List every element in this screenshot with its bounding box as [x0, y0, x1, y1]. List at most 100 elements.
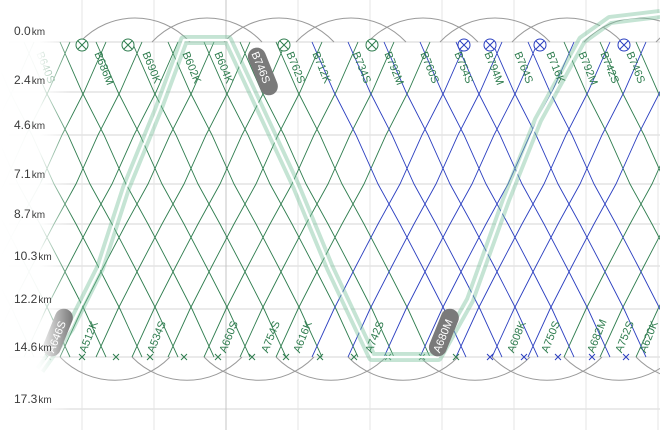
station-marker	[123, 40, 133, 50]
train-path-down[interactable]	[203, 41, 359, 358]
train-path-up[interactable]	[95, 41, 251, 358]
train-path-down[interactable]	[563, 41, 660, 357]
train-label-top[interactable]: B746S	[624, 50, 647, 85]
train-path-up[interactable]	[0, 41, 35, 357]
train-label-text: A616K	[291, 319, 315, 355]
train-path-down[interactable]	[0, 42, 71, 358]
station-marker	[520, 353, 528, 361]
train-path-down[interactable]	[599, 41, 660, 357]
train-path-up[interactable]	[0, 41, 107, 357]
turnaround-arc	[275, 356, 387, 381]
turnaround-arc	[439, 17, 551, 43]
train-label-top[interactable]: B742S	[598, 50, 621, 85]
train-path-up[interactable]	[563, 42, 660, 358]
train-path-down[interactable]	[23, 41, 179, 358]
train-path-down[interactable]	[491, 41, 647, 358]
train-label-text: B602K	[180, 50, 204, 86]
train-label-text: B746S	[624, 50, 647, 85]
train-path-up[interactable]	[599, 42, 660, 358]
train-path-down[interactable]	[347, 41, 503, 358]
green-train-paths[interactable]	[0, 41, 660, 358]
train-path-down[interactable]	[635, 41, 660, 357]
distance-label: 2.4km	[14, 73, 46, 87]
train-label-text: B792M	[576, 50, 600, 87]
blue-train-paths[interactable]	[311, 41, 660, 358]
train-label-top[interactable]: B734S	[350, 50, 373, 85]
station-marker	[367, 40, 377, 50]
train-label-text: A608K	[505, 319, 529, 355]
train-path-down[interactable]	[0, 42, 35, 358]
train-label-bottom[interactable]: A620K	[637, 319, 660, 355]
train-label-top[interactable]: B686M	[92, 50, 116, 87]
turnaround-arc	[583, 17, 660, 43]
selected-train-line[interactable]	[39, 12, 660, 371]
train-path-up[interactable]	[527, 42, 660, 358]
distance-label: 4.6km	[14, 118, 46, 132]
train-path-up[interactable]	[167, 41, 323, 358]
train-path-down[interactable]	[455, 41, 611, 358]
station-marker	[248, 353, 256, 361]
turnaround-arc	[635, 356, 660, 375]
train-label-top[interactable]: B712K	[310, 50, 334, 86]
train-path-up[interactable]	[383, 41, 539, 358]
train-path-up[interactable]	[0, 41, 71, 357]
train-path-up[interactable]	[311, 41, 467, 358]
train-path-down[interactable]	[311, 41, 467, 358]
station-marker	[180, 353, 188, 361]
train-label-text: A512K	[77, 319, 101, 355]
train-path-up[interactable]	[455, 41, 611, 358]
train-path-up[interactable]	[347, 41, 503, 358]
station-marker	[282, 353, 290, 361]
distance-label: 0.0km	[14, 24, 46, 38]
train-label-bottom[interactable]: A534S	[145, 320, 168, 355]
train-path-up[interactable]	[239, 41, 395, 358]
station-marker	[588, 353, 596, 361]
train-label-top[interactable]: B764S	[512, 50, 535, 85]
turnaround-arc	[367, 17, 479, 43]
train-label-bottom[interactable]: A512K	[77, 319, 101, 355]
station-marker	[459, 40, 469, 50]
station-marker	[279, 40, 289, 50]
train-path-up[interactable]	[203, 41, 359, 358]
distance-label: 7.1km	[14, 167, 46, 181]
train-path-up[interactable]	[275, 41, 431, 358]
turnaround-arc	[491, 356, 603, 381]
turnaround-arc	[419, 356, 531, 381]
station-marker	[452, 353, 460, 361]
train-label-top[interactable]: B760S	[418, 50, 441, 85]
train-label-top[interactable]: B792M	[576, 50, 600, 87]
train-path-up[interactable]	[491, 41, 647, 358]
turnaround-arc	[131, 356, 243, 381]
station-marker	[77, 40, 87, 50]
turnaround-arc	[347, 356, 459, 381]
train-label-bottom[interactable]: A752S	[613, 320, 636, 355]
train-label-badge	[247, 47, 278, 96]
train-label-text: B792M	[382, 50, 406, 87]
selected-train-path[interactable]	[35, 9, 660, 373]
train-path-up[interactable]	[23, 41, 179, 358]
train-label-bottom[interactable]: A608K	[505, 319, 529, 355]
train-path-down[interactable]	[527, 41, 660, 357]
train-label-top[interactable]: B602K	[180, 50, 204, 86]
distance-label: 8.7km	[14, 207, 46, 221]
train-path-down[interactable]	[0, 42, 107, 358]
train-label-text: B764S	[512, 50, 535, 85]
turnaround-arc	[563, 356, 660, 381]
train-label-top[interactable]: B792M	[382, 50, 406, 87]
train-label-bottom[interactable]: A660S	[217, 320, 240, 355]
turnaround-arc	[295, 17, 407, 43]
station-marker	[112, 353, 120, 361]
distance-label: 17.3km	[14, 392, 52, 406]
train-path-up[interactable]	[59, 41, 215, 358]
turnaround-arc	[511, 17, 623, 43]
station-marker	[350, 353, 358, 361]
train-label-text: A620K	[637, 319, 660, 355]
turnaround-arc	[203, 356, 315, 381]
train-path-up[interactable]	[131, 41, 287, 358]
turnaround-arc	[223, 17, 335, 43]
train-label-bottom[interactable]: A616K	[291, 319, 315, 355]
turnaround-arc	[151, 17, 263, 43]
train-label-text: B742S	[598, 50, 621, 85]
